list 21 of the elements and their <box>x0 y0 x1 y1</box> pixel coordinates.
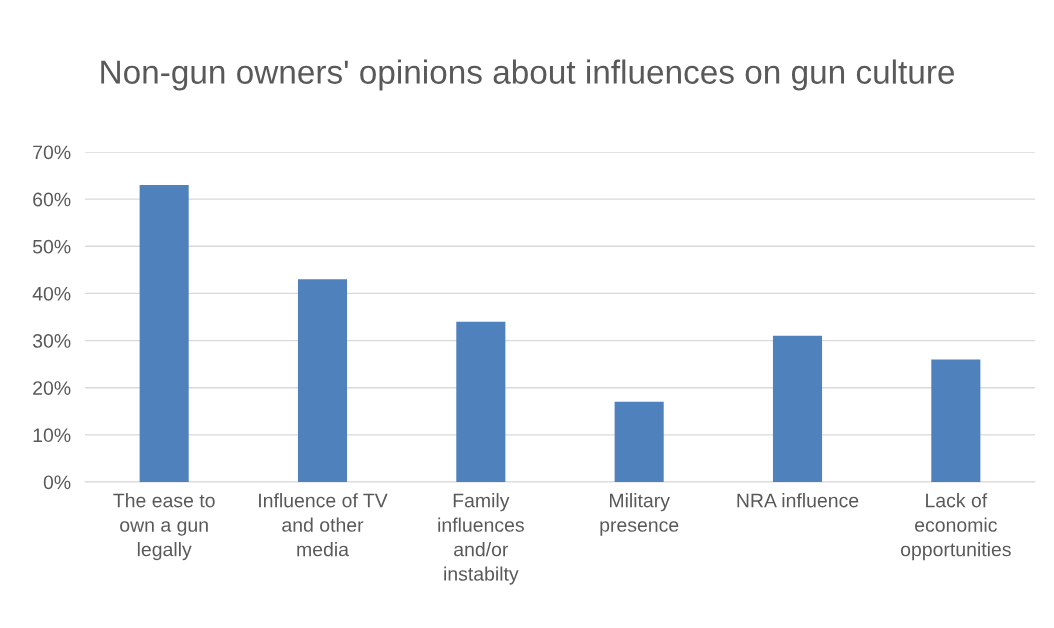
x-tick-label: Influence of TV and other media <box>259 493 388 557</box>
y-tick-label: 0% <box>43 475 71 490</box>
x-tick-label: NRA influence <box>737 493 859 508</box>
y-tick-label: 60% <box>33 192 71 207</box>
bar <box>772 335 823 482</box>
y-tick-label: 30% <box>32 334 71 348</box>
y-tick-label: 50% <box>32 239 71 254</box>
x-tick-label: Family influences and/or instabilty <box>438 493 524 585</box>
bar <box>297 279 348 482</box>
chart-title: Non-gun owners' opinions about influences on gun culture <box>101 59 955 91</box>
y-tick-label: 40% <box>32 286 71 301</box>
x-tick-label: The ease to own a gun legally <box>113 493 215 561</box>
bar <box>614 401 664 482</box>
y-tick-label: 20% <box>33 381 71 395</box>
bar <box>456 321 506 482</box>
y-tick-label: 70% <box>33 145 71 160</box>
bar <box>931 359 981 482</box>
x-tick-label: Lack of economic opportunities <box>900 493 1011 561</box>
bar <box>139 185 189 482</box>
y-tick-label: 10% <box>33 428 71 443</box>
x-tick-label: Military presence <box>600 493 679 536</box>
